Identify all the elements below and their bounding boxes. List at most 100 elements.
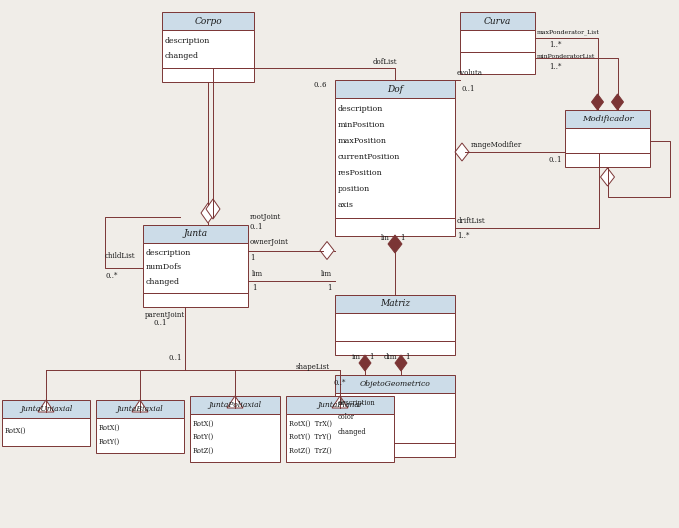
Text: parentJoint: parentJoint xyxy=(145,311,185,319)
Polygon shape xyxy=(600,168,614,186)
Text: Dof: Dof xyxy=(387,84,403,93)
Polygon shape xyxy=(206,199,220,219)
Text: JuntaUniaxial: JuntaUniaxial xyxy=(20,405,72,413)
Bar xyxy=(565,153,650,167)
Text: 0..1: 0..1 xyxy=(153,319,166,327)
Polygon shape xyxy=(38,400,54,412)
Text: position: position xyxy=(338,185,370,193)
Bar xyxy=(335,375,455,393)
Text: axis: axis xyxy=(338,201,354,209)
Bar xyxy=(335,80,455,98)
Polygon shape xyxy=(359,355,371,371)
Text: RotX(): RotX() xyxy=(193,420,215,428)
Text: Matriz: Matriz xyxy=(380,299,410,308)
Text: childList: childList xyxy=(105,252,136,260)
Polygon shape xyxy=(332,396,348,408)
Bar xyxy=(162,30,254,68)
Polygon shape xyxy=(132,400,148,412)
Text: changed: changed xyxy=(165,52,199,60)
Text: dofList: dofList xyxy=(373,58,397,66)
Text: RotY(): RotY() xyxy=(99,438,120,446)
Bar xyxy=(335,218,455,236)
Text: 0..6: 0..6 xyxy=(314,81,327,89)
Text: minPonderatorList: minPonderatorList xyxy=(537,54,595,59)
Bar xyxy=(460,12,535,30)
Bar xyxy=(2,400,90,418)
Bar xyxy=(190,396,280,414)
Text: 0..*: 0..* xyxy=(333,379,346,387)
Text: shapeList: shapeList xyxy=(296,363,330,371)
Text: changed: changed xyxy=(146,278,180,286)
Text: 0..1: 0..1 xyxy=(462,85,475,93)
Bar xyxy=(335,341,455,355)
Text: RotY(): RotY() xyxy=(193,433,215,441)
Text: 1..*: 1..* xyxy=(457,232,469,240)
Bar xyxy=(143,293,248,307)
Bar xyxy=(96,400,184,418)
Text: evoluta: evoluta xyxy=(457,69,483,77)
Text: 1: 1 xyxy=(369,353,373,361)
Text: 1: 1 xyxy=(405,353,409,361)
Text: JuntaBiaxial: JuntaBiaxial xyxy=(117,405,164,413)
Text: color: color xyxy=(338,413,355,421)
Bar xyxy=(565,110,650,128)
Text: 0..1: 0..1 xyxy=(549,156,562,164)
Text: minPosition: minPosition xyxy=(338,121,386,129)
Text: maxPosition: maxPosition xyxy=(338,137,387,145)
Text: Modificador: Modificador xyxy=(582,115,634,123)
Bar xyxy=(190,414,280,462)
Text: ObjetoGeometrico: ObjetoGeometrico xyxy=(360,380,430,388)
Bar xyxy=(143,243,248,293)
Text: 1: 1 xyxy=(250,254,255,262)
Polygon shape xyxy=(201,203,215,223)
Text: description: description xyxy=(338,399,375,407)
Text: 1: 1 xyxy=(327,284,332,291)
Polygon shape xyxy=(320,241,334,259)
Bar xyxy=(335,98,455,218)
Text: 1: 1 xyxy=(400,234,405,242)
Text: rangeModifier: rangeModifier xyxy=(471,141,522,149)
Text: dim: dim xyxy=(384,353,397,361)
Text: 1..*: 1..* xyxy=(549,63,562,71)
Polygon shape xyxy=(227,396,243,408)
Polygon shape xyxy=(591,94,604,110)
Text: RotX(): RotX() xyxy=(5,427,26,435)
Text: Junta: Junta xyxy=(183,230,208,239)
Text: currentPosition: currentPosition xyxy=(338,153,401,161)
Bar xyxy=(162,12,254,30)
Text: Curva: Curva xyxy=(484,16,511,25)
Text: 0..1: 0..1 xyxy=(250,223,263,231)
Text: lim: lim xyxy=(252,269,263,278)
Bar xyxy=(460,30,535,52)
Text: driftList: driftList xyxy=(457,217,485,225)
Bar xyxy=(335,295,455,313)
Text: lim: lim xyxy=(321,269,332,278)
Polygon shape xyxy=(388,235,402,253)
Text: 1..*: 1..* xyxy=(549,41,562,49)
Text: RotX()  TrX(): RotX() TrX() xyxy=(289,420,332,428)
Text: RotY()  TrY(): RotY() TrY() xyxy=(289,433,331,441)
Bar xyxy=(2,418,90,446)
Text: 0..1: 0..1 xyxy=(168,354,182,362)
Text: description: description xyxy=(165,36,210,45)
Text: changed: changed xyxy=(338,428,367,436)
Text: Corpo: Corpo xyxy=(194,16,222,25)
Bar xyxy=(286,396,394,414)
Text: ownerJoint: ownerJoint xyxy=(250,239,289,247)
Bar xyxy=(143,225,248,243)
Text: lin: lin xyxy=(381,234,390,242)
Text: description: description xyxy=(146,249,191,257)
Bar xyxy=(460,52,535,74)
Polygon shape xyxy=(612,94,623,110)
Text: resPosition: resPosition xyxy=(338,169,383,177)
Text: 0..*: 0..* xyxy=(105,272,117,280)
Bar xyxy=(335,443,455,457)
Bar xyxy=(162,68,254,82)
Text: RotX(): RotX() xyxy=(99,424,120,432)
Text: RotZ(): RotZ() xyxy=(193,447,215,455)
Text: maxPonderator_List: maxPonderator_List xyxy=(537,30,600,35)
Polygon shape xyxy=(395,355,407,371)
Text: rootJoint: rootJoint xyxy=(250,213,281,221)
Text: im: im xyxy=(352,353,361,361)
Text: RotZ()  TrZ(): RotZ() TrZ() xyxy=(289,447,332,455)
